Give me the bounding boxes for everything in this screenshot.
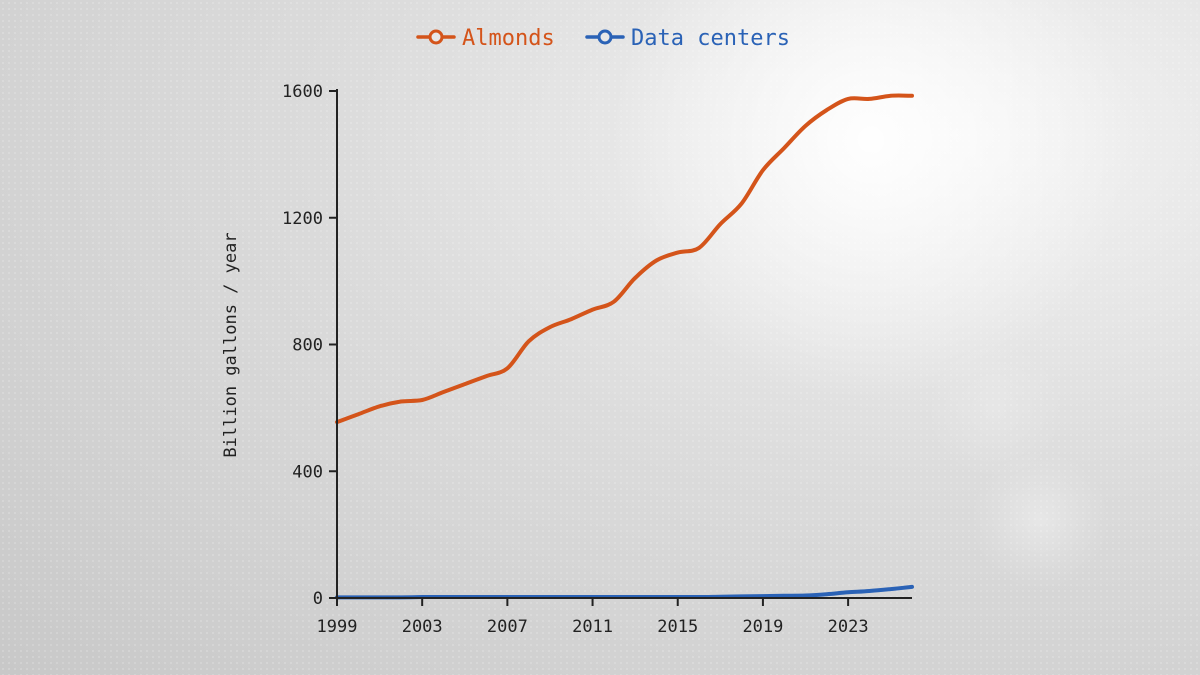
y-tick-label: 0 [313,589,323,609]
x-tick-label: 2019 [742,617,783,637]
series-line-almonds [335,93,914,425]
y-tick-label: 400 [292,462,323,482]
x-tick-label: 2015 [657,617,698,637]
x-tick-label: 2003 [402,617,443,637]
x-tick-label: 2023 [828,617,869,637]
y-tick-label: 800 [292,336,323,356]
x-tick-label: 1999 [317,617,358,637]
x-tick-label: 2011 [572,617,613,637]
y-tick-label: 1200 [282,209,323,229]
x-tick-label: 2007 [487,617,528,637]
legend-marker-data-centers [597,29,613,45]
axes: 0 400 800 1200 1600 1999 2003 2007 2011 2015 2019 2… [282,82,912,637]
legend: Almonds Data centers [416,26,790,51]
y-tick-label: 1600 [282,82,323,102]
series-line-data-centers [335,584,914,600]
legend-label-almonds: Almonds [462,26,555,51]
y-axis-label: Billion gallons / year [221,232,241,457]
legend-label-data-centers: Data centers [631,26,790,51]
legend-marker-almonds [428,29,444,45]
series-group [335,93,914,600]
